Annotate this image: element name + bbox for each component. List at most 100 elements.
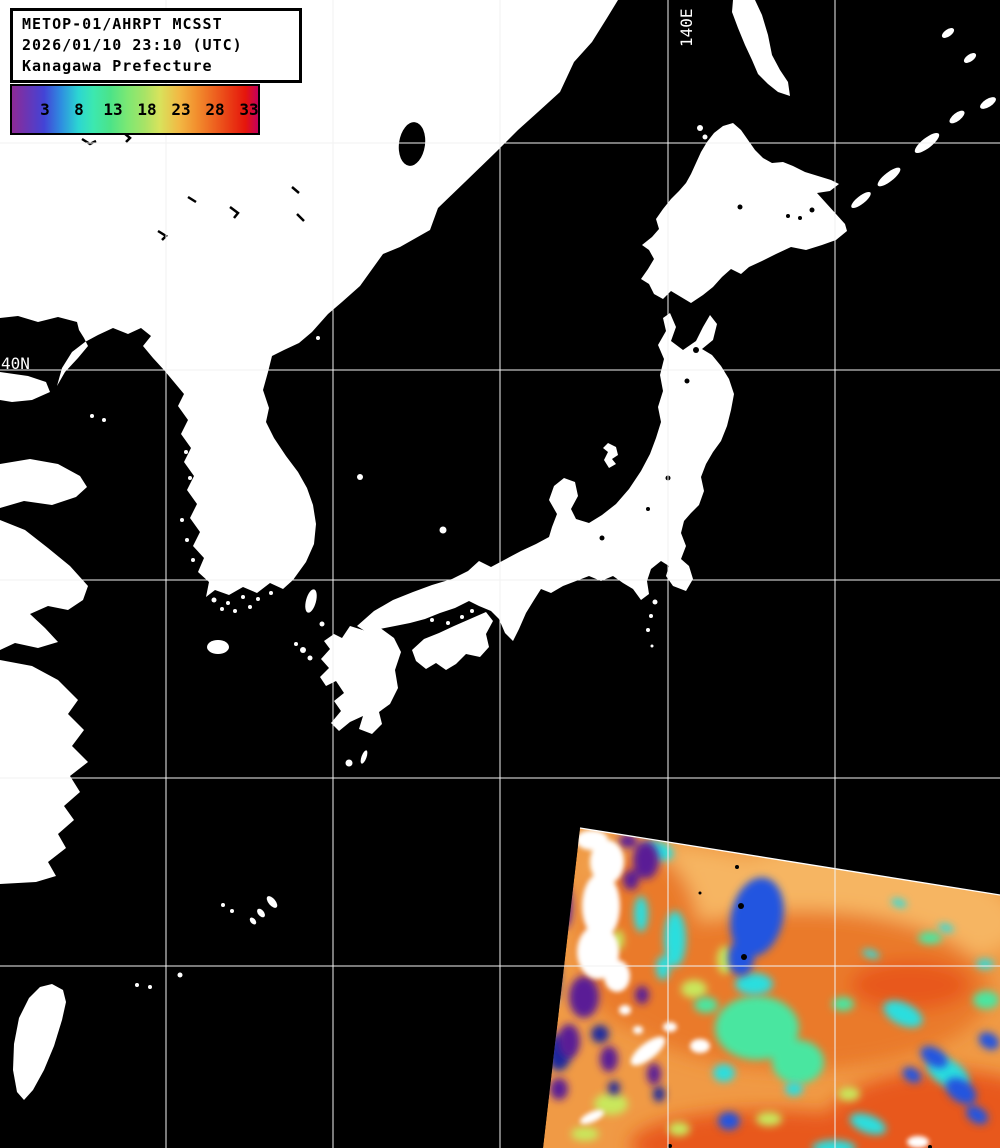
islet bbox=[307, 655, 313, 661]
river bbox=[81, 137, 97, 146]
islet bbox=[230, 909, 234, 913]
landmass-china-coast-jiangsu bbox=[0, 520, 88, 650]
data-gap bbox=[668, 1144, 672, 1148]
sst-patch bbox=[976, 959, 994, 969]
sst-patch bbox=[653, 1086, 665, 1102]
islet bbox=[702, 134, 708, 140]
swath-patch-group bbox=[550, 834, 661, 1100]
islet bbox=[446, 621, 450, 625]
colorbar-tick-label: 28 bbox=[205, 100, 225, 119]
colorbar-tick-label: 8 bbox=[74, 100, 84, 119]
swath-edge-line bbox=[579, 827, 1000, 896]
islet bbox=[177, 972, 183, 978]
islet bbox=[191, 558, 195, 562]
landmass-hebei-coast bbox=[0, 372, 50, 402]
islet bbox=[211, 597, 217, 603]
islet bbox=[256, 597, 260, 601]
sst-patch bbox=[978, 1032, 1000, 1050]
islet bbox=[221, 903, 225, 907]
colorbar-tick-label: 3 bbox=[40, 100, 50, 119]
sst-patch bbox=[838, 1087, 860, 1101]
islet bbox=[188, 476, 192, 480]
islet bbox=[345, 759, 353, 767]
landmass-mainland-asia-korea bbox=[0, 0, 618, 597]
sst-patch bbox=[594, 1093, 628, 1115]
satellite-swath bbox=[543, 827, 1000, 1148]
graticule-label: 40N bbox=[1, 354, 30, 373]
swath-patch-group bbox=[694, 932, 999, 1084]
sst-patch bbox=[772, 1040, 824, 1084]
sst-patch bbox=[608, 1081, 620, 1095]
islet bbox=[357, 474, 363, 480]
islet bbox=[241, 595, 245, 599]
sst-region bbox=[630, 1110, 910, 1148]
river bbox=[291, 186, 300, 194]
sst-patch bbox=[713, 1064, 735, 1082]
sst-region bbox=[610, 910, 990, 1070]
islet bbox=[226, 601, 230, 605]
sst-patch bbox=[647, 1063, 661, 1085]
island-tsushima bbox=[305, 589, 317, 613]
landmass-hokkaido bbox=[641, 123, 847, 303]
island-kuril-5 bbox=[980, 97, 996, 109]
islet bbox=[646, 628, 650, 632]
sst-patch bbox=[600, 1046, 618, 1072]
sst-patch bbox=[668, 1122, 690, 1136]
sst-patch bbox=[571, 1127, 599, 1141]
sst-patch bbox=[582, 873, 620, 939]
islet bbox=[316, 336, 320, 340]
sst-patch bbox=[591, 1025, 609, 1043]
landmass-shandong-peninsula bbox=[0, 459, 87, 508]
islet bbox=[652, 599, 658, 605]
sst-patch bbox=[785, 1082, 803, 1096]
lake bbox=[693, 347, 699, 353]
islet bbox=[413, 615, 417, 619]
landmass-kyushu bbox=[320, 626, 401, 734]
islet bbox=[180, 518, 184, 522]
landmass-sado-island bbox=[603, 443, 618, 468]
sst-patch bbox=[656, 956, 670, 980]
sst-patch bbox=[694, 997, 718, 1013]
lake bbox=[599, 535, 605, 541]
sst-region bbox=[825, 1070, 1000, 1148]
sst-patch bbox=[832, 997, 854, 1011]
islet bbox=[185, 538, 189, 542]
island-kuril-1 bbox=[851, 191, 871, 209]
islet bbox=[470, 609, 474, 613]
lake bbox=[786, 214, 790, 218]
island-amami-3 bbox=[249, 917, 257, 925]
inland-water-group bbox=[398, 122, 815, 541]
island-jeju bbox=[207, 640, 229, 654]
river bbox=[187, 195, 197, 204]
river bbox=[229, 206, 240, 219]
sst-patch bbox=[619, 834, 637, 848]
landmass-taiwan bbox=[13, 984, 66, 1100]
swath-data-area bbox=[543, 828, 1000, 1148]
swath-soft-patches bbox=[580, 846, 1000, 1148]
river bbox=[296, 213, 305, 222]
data-gap bbox=[741, 954, 747, 960]
islet bbox=[203, 570, 207, 574]
sst-patch bbox=[630, 1036, 666, 1066]
colorbar-tick-label: 13 bbox=[103, 100, 123, 119]
islet bbox=[220, 607, 224, 611]
sst-patch bbox=[730, 877, 784, 957]
swath-patch-group bbox=[718, 877, 1000, 1130]
island-kuril-4 bbox=[949, 110, 965, 124]
temperature-colorbar: 3 8 13 18 23 28 33 bbox=[10, 84, 260, 135]
sst-patch bbox=[907, 1136, 929, 1148]
sst-patch bbox=[938, 923, 954, 933]
sst-patch bbox=[965, 1105, 989, 1125]
lake bbox=[646, 507, 650, 511]
islet bbox=[148, 985, 152, 989]
data-gap bbox=[735, 865, 739, 869]
graticule-label: 140E bbox=[677, 8, 696, 47]
islet bbox=[649, 614, 653, 618]
sst-patch bbox=[604, 960, 630, 992]
islet bbox=[294, 642, 298, 646]
islet bbox=[248, 605, 252, 609]
info-box: METOP-01/AHRPT MCSST 2026/01/10 23:10 (U… bbox=[10, 8, 302, 83]
sst-patch bbox=[849, 1113, 887, 1135]
